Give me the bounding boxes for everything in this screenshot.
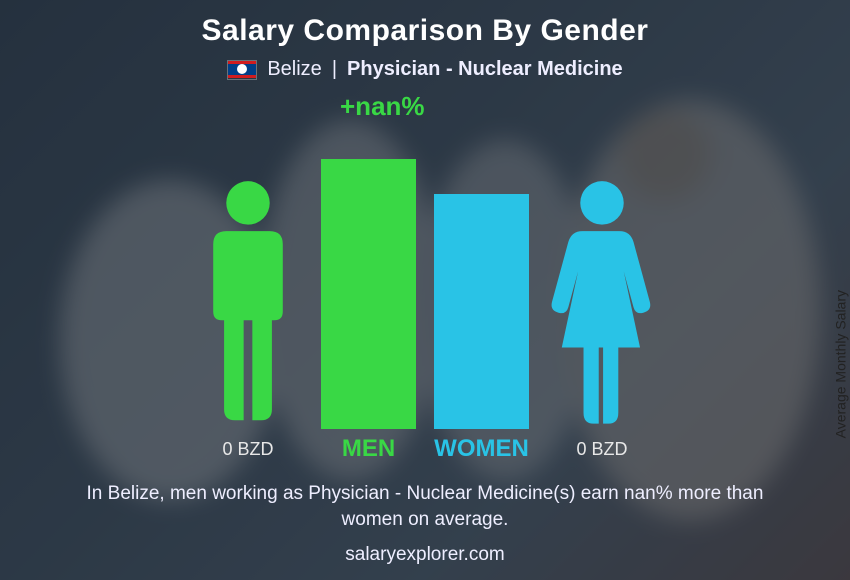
- women-icon-column: [547, 179, 657, 429]
- content-layer: Salary Comparison By Gender Belize | Phy…: [0, 0, 850, 580]
- men-value-label: 0 BZD: [193, 439, 303, 460]
- y-axis-label: Average Monthly Salary: [832, 290, 848, 438]
- percent-difference-label: +nan%: [340, 91, 425, 122]
- men-icon-column: [193, 179, 303, 429]
- description-text: In Belize, men working as Physician - Nu…: [65, 481, 785, 532]
- page-title: Salary Comparison By Gender: [202, 14, 649, 48]
- men-category-label: MEN: [321, 435, 416, 463]
- subtitle-row: Belize | Physician - Nuclear Medicine: [227, 58, 622, 81]
- men-bar-column: [321, 159, 416, 429]
- women-bar: [434, 194, 529, 429]
- women-category-label: WOMEN: [434, 435, 529, 463]
- occupation-label: Physician - Nuclear Medicine: [347, 58, 623, 81]
- woman-icon: [547, 179, 657, 429]
- country-label: Belize: [267, 58, 321, 81]
- belize-flag-icon: [227, 60, 257, 80]
- separator: |: [332, 58, 337, 81]
- man-icon: [193, 179, 303, 429]
- bar-labels-row: 0 BZD MEN WOMEN 0 BZD: [145, 435, 705, 463]
- gender-bar-chart: +nan%: [145, 99, 705, 429]
- women-bar-column: [434, 194, 529, 429]
- men-bar: [321, 159, 416, 429]
- women-value-label: 0 BZD: [547, 439, 657, 460]
- footer-source: salaryexplorer.com: [0, 544, 850, 566]
